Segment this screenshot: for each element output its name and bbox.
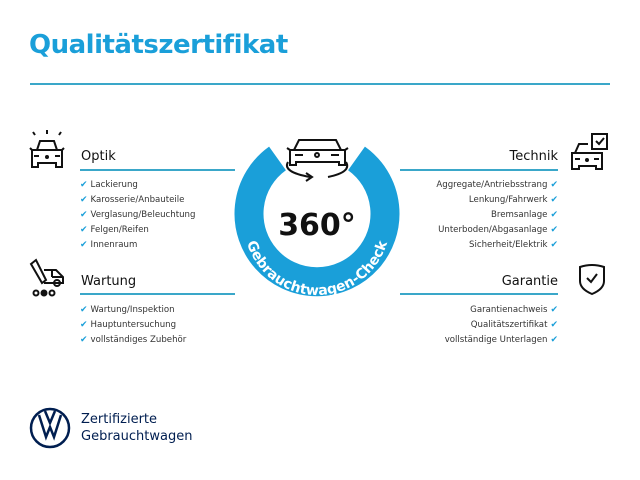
list-item: ✔ Felgen/Reifen [80, 225, 149, 235]
check-icon: ✔ [550, 335, 558, 345]
list-item: ✔ Verglasung/Beleuchtung [80, 210, 196, 220]
list-item: Lenkung/Fahrwerk ✔ [468, 195, 558, 205]
technik-heading: Technik [509, 149, 559, 164]
check-icon: ✔ [550, 240, 558, 250]
title-divider [30, 83, 610, 85]
technik-divider [400, 169, 558, 171]
car-lights-icon [29, 130, 65, 168]
check-icon: ✔ [80, 320, 88, 330]
check-icon: ✔ [550, 195, 558, 205]
optik-list: ✔ Lackierung ✔ Karosserie/Anbauteile ✔ Verg… [80, 178, 195, 253]
check-icon: ✔ [80, 210, 88, 220]
technik-list: Aggregate/Antriebsstrang ✔ Lenkung/Fahrwe… [436, 178, 558, 253]
ring-text-char: h [288, 278, 302, 296]
brand-name: Zertifizierte Gebrauchtwagen [81, 412, 193, 444]
wartung-divider [80, 293, 235, 295]
vw-logo [29, 407, 71, 449]
list-item: Sicherheit/Elektrik ✔ [469, 240, 558, 250]
wartung-heading: Wartung [81, 274, 137, 289]
check-icon: ✔ [550, 180, 558, 190]
list-item: Aggregate/Antriebsstrang ✔ [436, 180, 558, 190]
list-item: Unterboden/Abgasanlage ✔ [438, 225, 558, 235]
list-item: ✔ Innenraum [80, 240, 138, 250]
check-icon: ✔ [550, 320, 558, 330]
list-item: Bremsanlage ✔ [490, 210, 558, 220]
list-item: ✔ Lackierung [80, 180, 138, 190]
degrees-label: 360° [278, 208, 356, 243]
garantie-list: Garantienachweis ✔ Qualitätszertifikat ✔ v… [445, 303, 558, 348]
list-item: ✔ Karosserie/Anbauteile [80, 195, 185, 205]
car-checkbox-icon [571, 133, 608, 170]
list-item: Qualitätszertifikat ✔ [470, 320, 558, 330]
list-item: Garantienachweis ✔ [470, 305, 558, 315]
page-title: Qualitätszertifikat [29, 30, 288, 60]
service-van-icon [29, 258, 64, 297]
garantie-divider [400, 293, 558, 295]
check-icon: ✔ [80, 240, 88, 250]
check-icon: ✔ [80, 225, 88, 235]
ring-text-char: w [305, 282, 319, 299]
check-icon: ✔ [550, 225, 558, 235]
optik-divider [80, 169, 235, 171]
check-icon: ✔ [80, 180, 88, 190]
car-rotate-icon [286, 139, 349, 182]
list-item: ✔ Wartung/Inspektion [80, 305, 175, 315]
ring-arc [234, 146, 400, 297]
ring-text-char: G [243, 238, 262, 254]
garantie-heading: Garantie [501, 274, 558, 289]
shield-check-icon [579, 264, 605, 296]
list-item: vollständige Unterlagen ✔ [444, 335, 558, 345]
ring-text-char: g [325, 280, 338, 298]
check-icon: ✔ [80, 335, 88, 345]
check-icon: ✔ [550, 210, 558, 220]
wartung-list: ✔ Wartung/Inspektion ✔ Hauptuntersuchung ✔… [80, 303, 186, 348]
ring-text-char: t [298, 281, 308, 298]
optik-heading: Optik [81, 149, 116, 164]
ring-text-char: a [318, 282, 329, 299]
list-item: ✔ Hauptuntersuchung [80, 320, 177, 330]
check-icon: ✔ [80, 195, 88, 205]
check-icon: ✔ [80, 305, 88, 315]
list-item: ✔ vollständiges Zubehör [80, 335, 187, 345]
check-icon: ✔ [550, 305, 558, 315]
